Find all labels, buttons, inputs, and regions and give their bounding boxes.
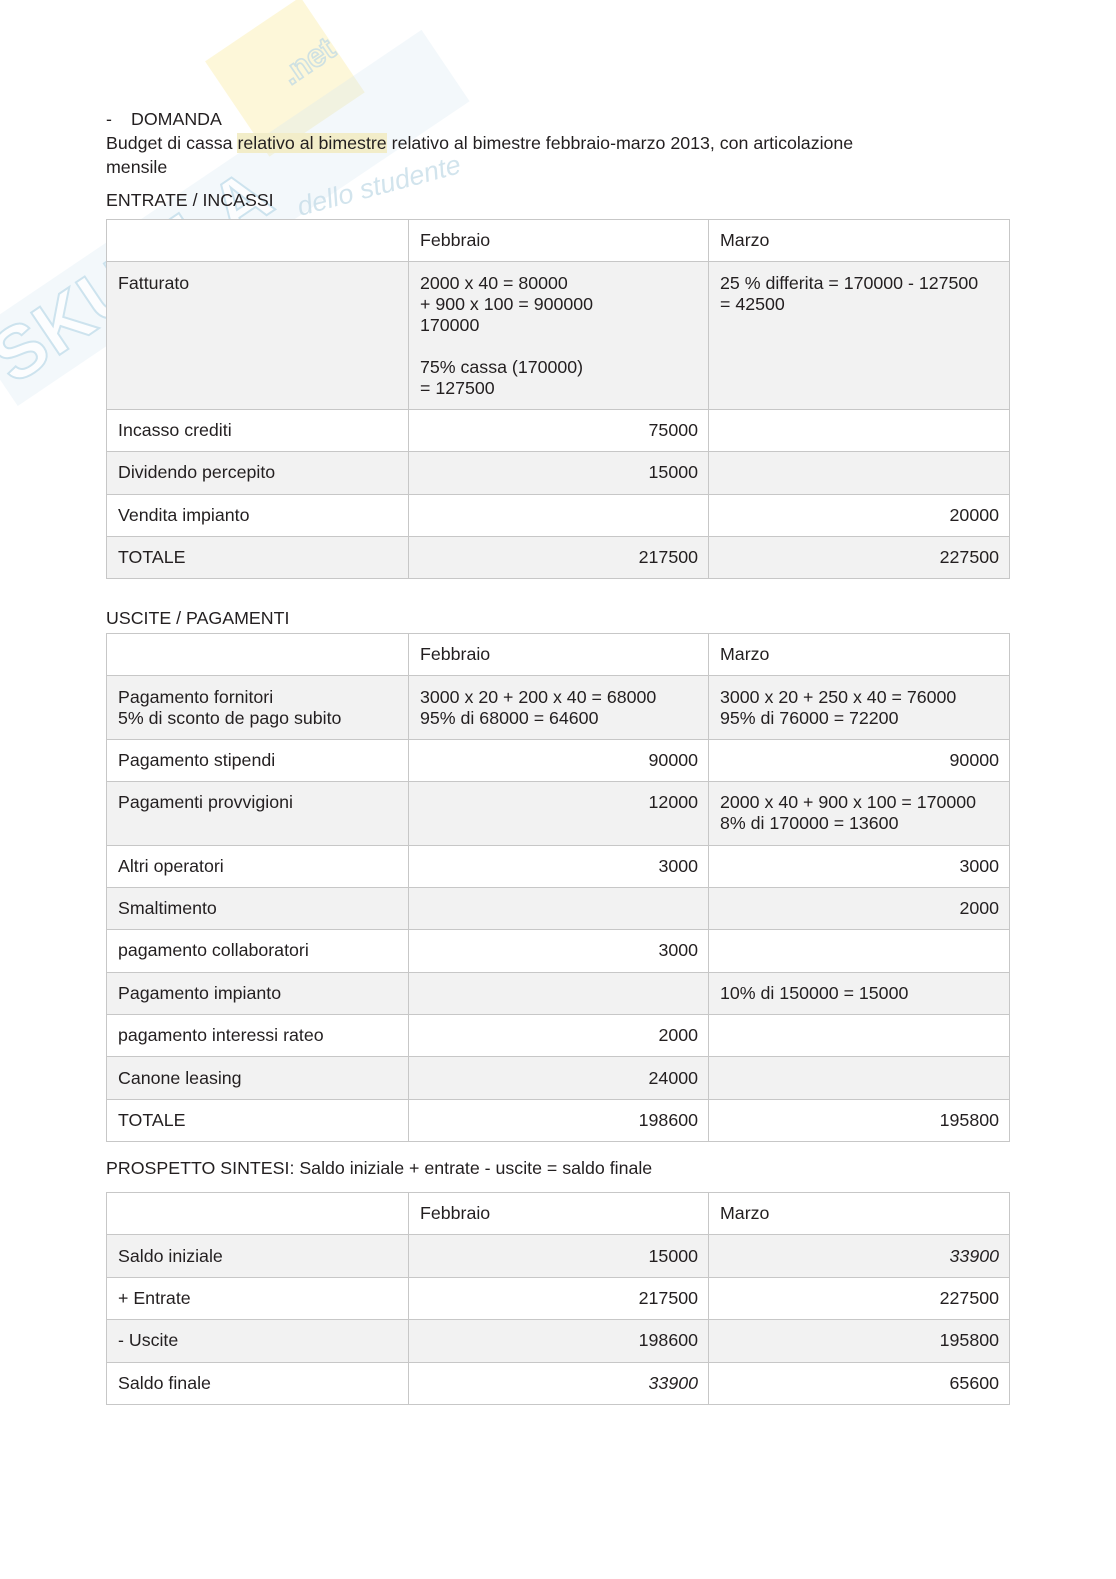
svg-text:.net: .net	[274, 30, 342, 92]
